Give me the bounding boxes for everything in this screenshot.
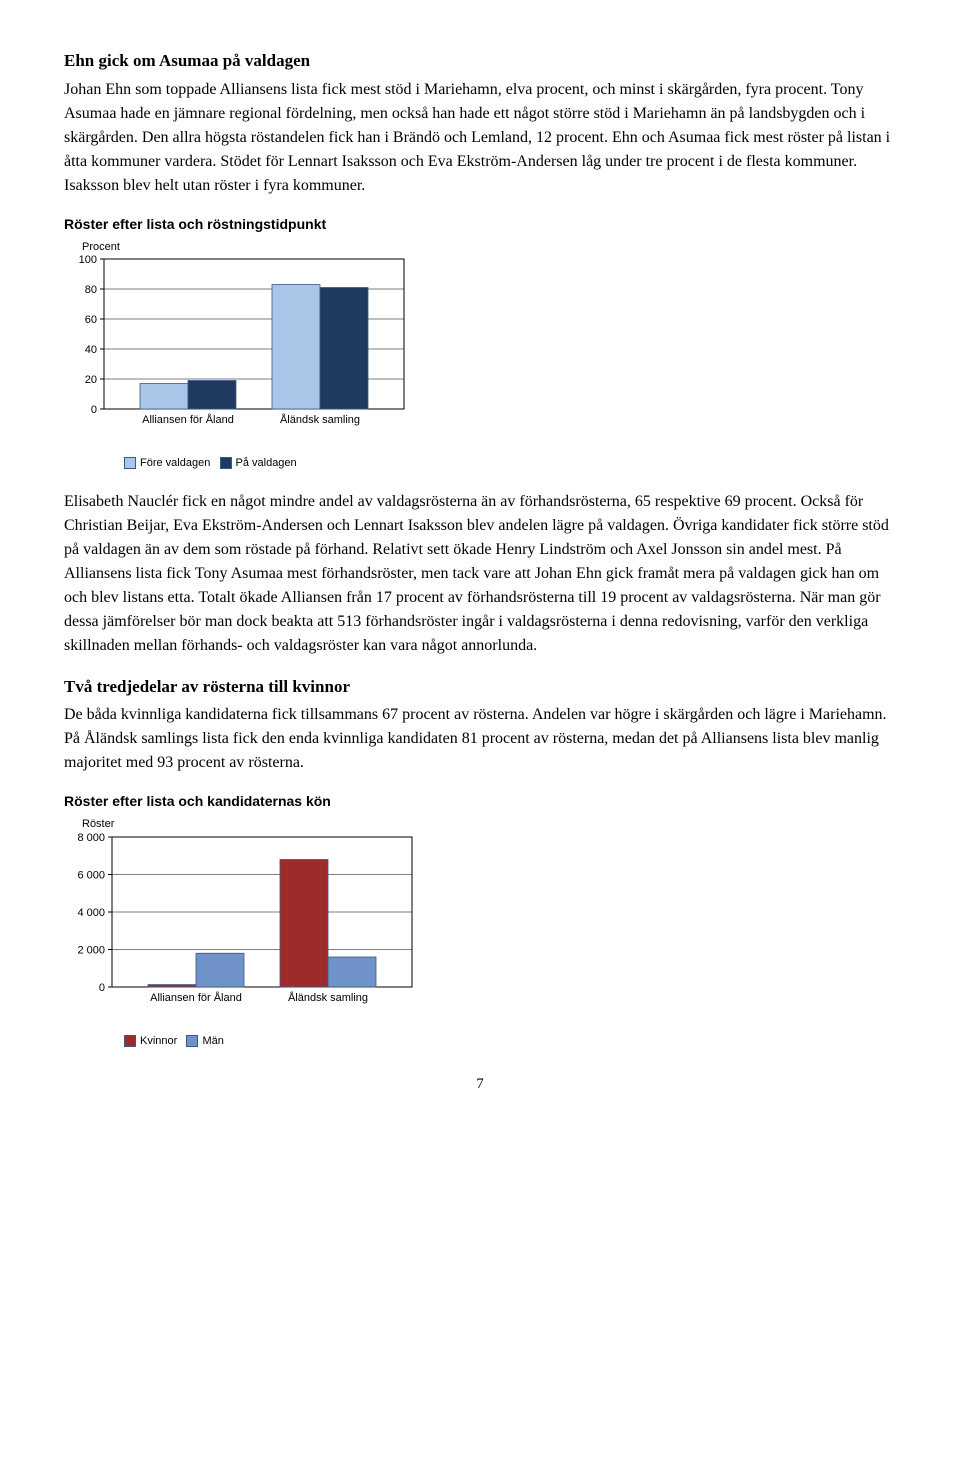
svg-text:100: 100 — [79, 255, 97, 266]
page-number: 7 — [64, 1073, 896, 1096]
chart1-y-label: Procent — [82, 239, 896, 256]
chart2-legend: Kvinnor Män — [124, 1033, 896, 1050]
chart2-y-label: Röster — [82, 816, 896, 833]
chart1: Procent 0 20 40 60 80 100 Alliansen för Åland Å… — [64, 239, 896, 472]
svg-text:8 000: 8 000 — [77, 833, 105, 844]
svg-text:Alliansen för Åland: Alliansen för Åland — [150, 991, 242, 1004]
chart1-title: Röster efter lista och röstningstidpunkt — [64, 214, 896, 235]
svg-text:80: 80 — [85, 284, 97, 296]
section1-heading: Ehn gick om Asumaa på valdagen — [64, 48, 896, 74]
section2-paragraph: Elisabeth Nauclér fick en något mindre a… — [64, 490, 896, 658]
section3-paragraph: De båda kvinnliga kandidaterna fick till… — [64, 703, 896, 775]
svg-text:Åländsk samling: Åländsk samling — [280, 413, 360, 426]
svg-text:20: 20 — [85, 374, 97, 386]
chart2-title: Röster efter lista och kandidaternas kön — [64, 791, 896, 812]
svg-text:6 000: 6 000 — [77, 869, 105, 881]
svg-text:2 000: 2 000 — [77, 944, 105, 956]
svg-text:Åländsk samling: Åländsk samling — [288, 991, 368, 1004]
svg-text:Alliansen för Åland: Alliansen för Åland — [142, 413, 234, 426]
svg-text:40: 40 — [85, 344, 97, 356]
chart2: Röster 0 2 000 4 000 6 000 8 000 Alliansen fö… — [64, 816, 896, 1049]
svg-text:4 000: 4 000 — [77, 907, 105, 919]
chart1-legend: Före valdagen På valdagen — [124, 455, 896, 472]
section3-heading: Två tredjedelar av rösterna till kvinnor — [64, 674, 896, 700]
svg-text:60: 60 — [85, 314, 97, 326]
svg-text:0: 0 — [99, 982, 105, 994]
section1-paragraph: Johan Ehn som toppade Alliansens lista f… — [64, 78, 896, 198]
svg-text:0: 0 — [91, 404, 97, 416]
